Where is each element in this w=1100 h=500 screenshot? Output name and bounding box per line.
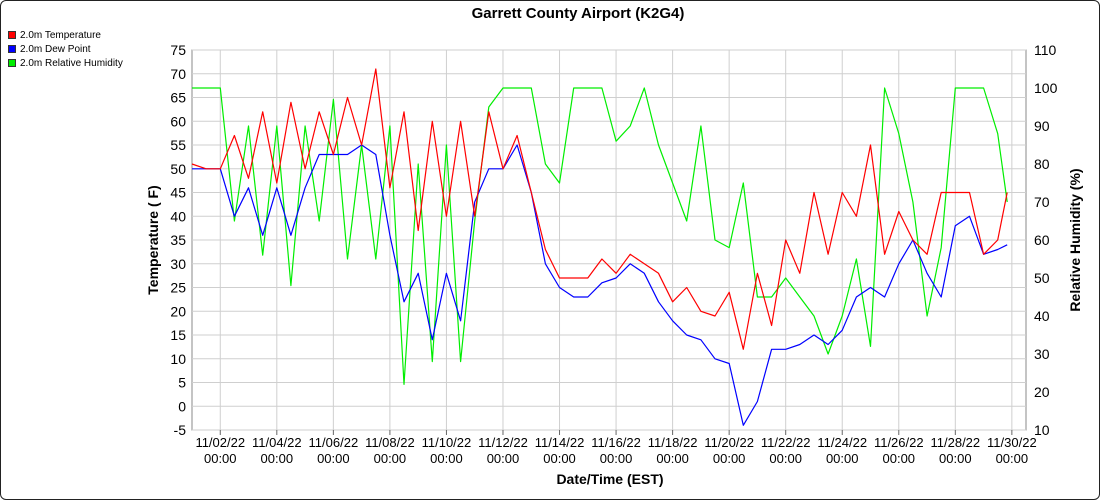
x-tick-date: 11/12/22: [478, 435, 528, 450]
x-tick-date: 11/04/22: [252, 435, 302, 450]
y-axis-label-left: Temperature ( F): [145, 185, 161, 294]
legend-swatch-relative-humidity: [8, 59, 16, 67]
x-tick-date: 11/14/22: [535, 435, 585, 450]
x-tick-time: 00:00: [996, 451, 1029, 466]
x-tick-time: 00:00: [769, 451, 802, 466]
x-tick-date: 11/30/22: [987, 435, 1037, 450]
y-tick-label: 65: [170, 90, 186, 106]
y-axis-left: -5 0 5 10 15 20 25 30 35 40 45 50 55 60 65 70 75: [170, 42, 186, 438]
legend-label-relative-humidity: 2.0m Relative Humidity: [20, 57, 123, 69]
x-tick-time: 00:00: [883, 451, 916, 466]
y2-tick-label: 110: [1034, 42, 1057, 58]
x-tick-date: 11/24/22: [817, 435, 867, 450]
legend-item-temperature: 2.0m Temperature: [8, 28, 123, 42]
y-tick-label: 70: [170, 66, 186, 82]
legend-item-dew-point: 2.0m Dew Point: [8, 42, 123, 56]
legend-item-relative-humidity: 2.0m Relative Humidity: [8, 56, 123, 70]
legend: 2.0m Temperature 2.0m Dew Point 2.0m Rel…: [8, 28, 123, 70]
y-tick-label: 10: [170, 351, 186, 367]
x-tick-date: 11/22/22: [761, 435, 811, 450]
x-tick-date: 11/06/22: [309, 435, 359, 450]
y-tick-label: 20: [170, 303, 186, 319]
temperature-line: [191, 68, 1008, 350]
x-tick-time: 00:00: [317, 451, 350, 466]
y-tick-label: 40: [170, 208, 186, 224]
x-tick-time: 00:00: [600, 451, 633, 466]
y-tick-label: 15: [170, 327, 186, 343]
plot-area: [191, 68, 1008, 426]
grid: [191, 49, 1027, 431]
y-tick-label: 75: [170, 42, 186, 58]
y-axis-right: 10 20 30 40 50 60 70 80 90 100 110: [1034, 42, 1058, 438]
y2-tick-label: 80: [1034, 156, 1050, 172]
y2-tick-label: 60: [1034, 232, 1050, 248]
x-tick-time: 00:00: [374, 451, 407, 466]
x-tick-time: 00:00: [204, 451, 237, 466]
y-tick-label: 0: [178, 398, 186, 414]
y2-tick-label: 20: [1034, 384, 1050, 400]
legend-label-dew-point: 2.0m Dew Point: [20, 43, 91, 55]
y-tick-label: 45: [170, 185, 186, 201]
x-tick-time: 00:00: [543, 451, 576, 466]
x-tick-date: 11/10/22: [422, 435, 472, 450]
y2-tick-label: 90: [1034, 118, 1050, 134]
y2-tick-label: 100: [1034, 80, 1058, 96]
legend-label-temperature: 2.0m Temperature: [20, 29, 101, 41]
x-tick-date: 11/16/22: [591, 435, 641, 450]
y-axis-label-right: Relative Humidity (%): [1067, 168, 1083, 311]
x-tick-date: 11/20/22: [704, 435, 754, 450]
x-tick-time: 00:00: [939, 451, 972, 466]
chart-title: Garrett County Airport (K2G4): [472, 5, 685, 22]
x-axis-label: Date/Time (EST): [556, 471, 663, 487]
y2-tick-label: 40: [1034, 308, 1050, 324]
legend-swatch-temperature: [8, 31, 16, 39]
y2-tick-label: 50: [1034, 270, 1050, 286]
x-axis: 11/02/2200:0011/04/2200:0011/06/2200:001…: [195, 430, 1037, 466]
y-tick-label: 25: [170, 280, 186, 296]
x-tick-time: 00:00: [487, 451, 520, 466]
y-tick-label: 35: [170, 232, 186, 248]
y-tick-label: -5: [174, 422, 187, 438]
x-tick-date: 11/18/22: [648, 435, 698, 450]
x-tick-time: 00:00: [826, 451, 859, 466]
x-tick-date: 11/26/22: [874, 435, 924, 450]
y-tick-label: 5: [178, 375, 186, 391]
x-tick-time: 00:00: [713, 451, 746, 466]
y2-tick-label: 70: [1034, 194, 1050, 210]
y-tick-label: 30: [170, 256, 186, 272]
x-tick-time: 00:00: [430, 451, 463, 466]
x-tick-date: 11/28/22: [931, 435, 981, 450]
y2-tick-label: 30: [1034, 346, 1050, 362]
dew-point-line: [192, 144, 1008, 426]
x-tick-date: 11/02/22: [195, 435, 245, 450]
y-tick-label: 55: [170, 137, 186, 153]
legend-swatch-dew-point: [8, 45, 16, 53]
x-tick-time: 00:00: [261, 451, 294, 466]
x-tick-time: 00:00: [656, 451, 689, 466]
y-tick-label: 60: [170, 113, 186, 129]
y-tick-label: 50: [170, 161, 186, 177]
y2-tick-label: 10: [1034, 422, 1050, 438]
x-tick-date: 11/08/22: [365, 435, 415, 450]
